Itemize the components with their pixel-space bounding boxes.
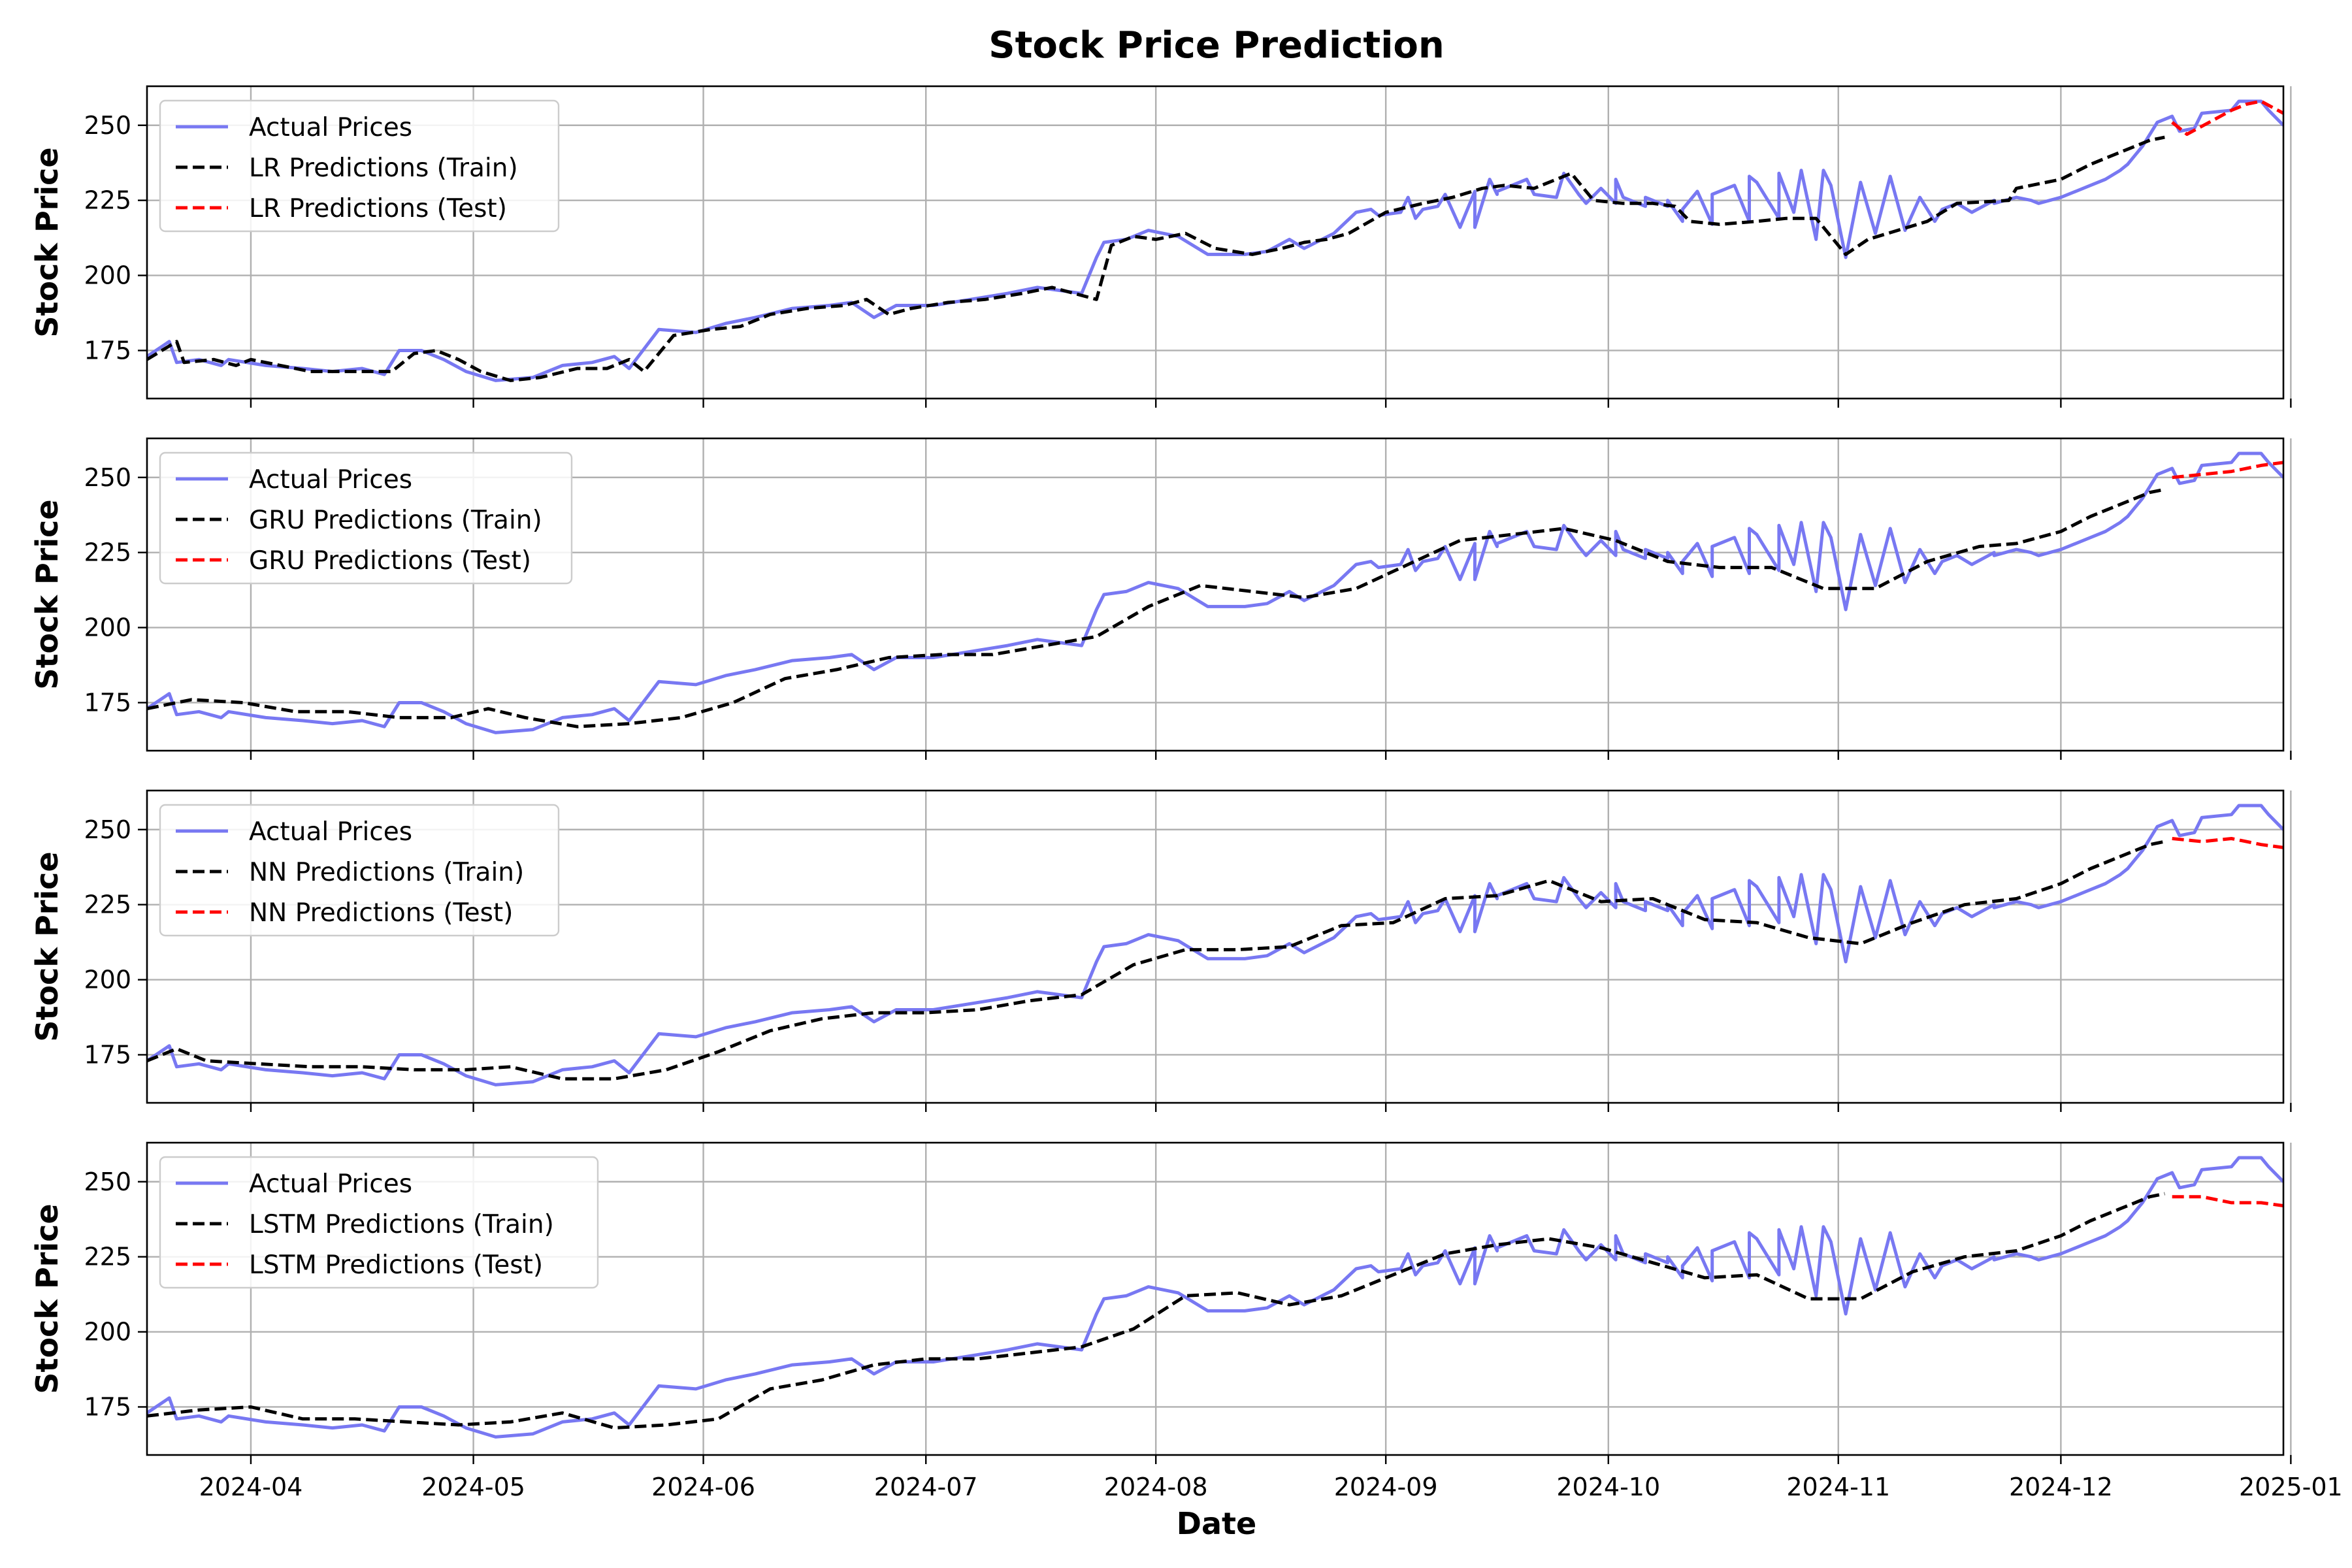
series-lines bbox=[147, 804, 2283, 1086]
legend-label: LR Predictions (Test) bbox=[249, 194, 507, 223]
axes-frame bbox=[146, 437, 2285, 752]
y-tick-label: 250 bbox=[84, 463, 131, 492]
x-tick-label: 2024-07 bbox=[874, 1473, 978, 1501]
train-predictions-line bbox=[147, 487, 2165, 728]
x-tick-label: 2024-09 bbox=[1334, 1473, 1438, 1501]
legend-label: LR Predictions (Train) bbox=[249, 154, 518, 183]
legend-box bbox=[159, 804, 560, 937]
y-tick-label: 250 bbox=[84, 815, 131, 844]
axes-frame bbox=[146, 1141, 2285, 1456]
y-tick-label: 175 bbox=[84, 336, 131, 365]
legend: Actual Prices LR Predictions (Train) LR Pr… bbox=[159, 99, 560, 233]
subplot-2: 175 200 225 250 Stock Price Actual Prices GRU … bbox=[29, 437, 2292, 760]
y-tick-label: 225 bbox=[84, 186, 131, 215]
legend-box bbox=[159, 1156, 599, 1289]
y-tick-label: 200 bbox=[84, 966, 131, 994]
grid: 2024-04 2024-05 2024-06 2024-07 2024-08 2024-… bbox=[84, 1143, 2343, 1501]
x-tick-label: 2024-08 bbox=[1104, 1473, 1208, 1501]
legend-label: NN Predictions (Test) bbox=[249, 898, 513, 928]
legend-box bbox=[159, 99, 560, 233]
series-lines bbox=[147, 99, 2283, 382]
y-tick-label: 175 bbox=[84, 1040, 131, 1069]
legend-label: GRU Predictions (Train) bbox=[249, 506, 542, 535]
y-tick-label: 225 bbox=[84, 890, 131, 919]
grid: 175 200 225 250 bbox=[84, 791, 2292, 1112]
y-tick-label: 250 bbox=[84, 111, 131, 140]
subplots: 175 200 225 250 Stock Price Actual Prices LR P… bbox=[29, 85, 2343, 1501]
axes-frame bbox=[146, 789, 2285, 1104]
x-tick-label: 2024-06 bbox=[651, 1473, 755, 1501]
y-tick-label: 250 bbox=[84, 1168, 131, 1196]
legend: Actual Prices NN Predictions (Train) NN Pr… bbox=[159, 804, 560, 937]
train-predictions-line bbox=[147, 840, 2165, 1081]
legend-label: NN Predictions (Train) bbox=[249, 858, 524, 887]
actual-prices-line bbox=[147, 1156, 2283, 1439]
legend: Actual Prices GRU Predictions (Train) GRU … bbox=[159, 451, 573, 585]
series-lines bbox=[147, 451, 2283, 734]
x-tick-label: 2024-12 bbox=[2009, 1473, 2113, 1501]
y-axis-label: Stock Price bbox=[29, 851, 65, 1041]
y-tick-label: 200 bbox=[84, 613, 131, 642]
figure-title: Stock Price Prediction bbox=[988, 24, 1444, 67]
train-predictions-line bbox=[147, 1192, 2165, 1430]
x-tick-label: 2024-11 bbox=[1786, 1473, 1890, 1501]
y-axis-label: Stock Price bbox=[29, 1203, 65, 1394]
legend-label: GRU Predictions (Test) bbox=[249, 546, 531, 576]
y-tick-label: 225 bbox=[84, 538, 131, 567]
x-axis-label: Date bbox=[1177, 1506, 1256, 1541]
subplot-3: 175 200 225 250 Stock Price Actual Prices NN P… bbox=[29, 789, 2292, 1112]
legend-label: Actual Prices bbox=[249, 113, 412, 142]
subplot-1: 175 200 225 250 Stock Price Actual Prices LR P… bbox=[29, 85, 2292, 408]
train-predictions-line bbox=[147, 135, 2165, 382]
test-predictions-line bbox=[2171, 99, 2283, 136]
legend-label: Actual Prices bbox=[249, 465, 412, 495]
legend: Actual Prices LSTM Predictions (Train) LST… bbox=[159, 1156, 599, 1289]
y-tick-label: 200 bbox=[84, 1318, 131, 1347]
test-predictions-line bbox=[2172, 1195, 2283, 1207]
legend-box bbox=[159, 451, 573, 585]
x-tick-label: 2024-04 bbox=[199, 1473, 303, 1501]
y-axis-label: Stock Price bbox=[29, 499, 65, 689]
test-predictions-line bbox=[2172, 461, 2283, 480]
x-tick-label: 2025-01 bbox=[2239, 1473, 2343, 1501]
y-axis-label: Stock Price bbox=[29, 147, 65, 337]
x-tick-label: 2024-05 bbox=[421, 1473, 525, 1501]
axes-frame bbox=[146, 85, 2285, 400]
legend-label: LSTM Predictions (Test) bbox=[249, 1250, 543, 1280]
y-tick-label: 200 bbox=[84, 261, 131, 290]
test-predictions-line bbox=[2172, 837, 2283, 849]
subplot-4: 2024-04 2024-05 2024-06 2024-07 2024-08 2024-… bbox=[29, 1141, 2343, 1501]
y-tick-label: 175 bbox=[84, 1392, 131, 1421]
y-tick-label: 225 bbox=[84, 1243, 131, 1271]
x-tick-label: 2024-10 bbox=[1556, 1473, 1660, 1501]
legend-label: Actual Prices bbox=[249, 817, 412, 847]
actual-prices-line bbox=[147, 804, 2283, 1086]
legend-label: Actual Prices bbox=[249, 1169, 412, 1199]
legend-label: LSTM Predictions (Train) bbox=[249, 1210, 554, 1239]
y-tick-label: 175 bbox=[84, 688, 131, 717]
series-lines bbox=[147, 1156, 2283, 1439]
